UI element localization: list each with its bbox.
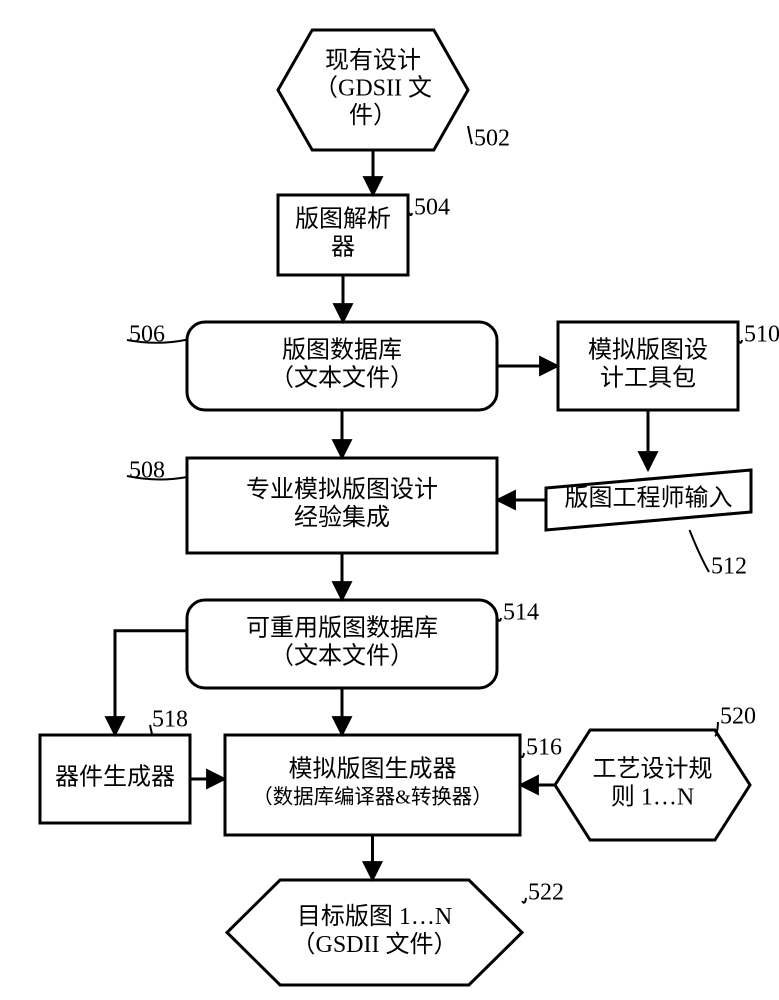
ref-label: 522 (528, 880, 564, 906)
node-text: 工艺设计规 (593, 756, 713, 783)
ref-label: 520 (720, 704, 756, 730)
node-text: （数据库编译器&转换器） (252, 785, 492, 808)
ref-label: 514 (503, 600, 539, 626)
ref-label: 512 (711, 554, 747, 580)
node-text: 计工具包 (600, 364, 696, 391)
node-text: 目标版图 1…N (297, 903, 452, 930)
node-text: 模拟版图生成器 (289, 756, 457, 783)
ref-label: 516 (526, 735, 562, 761)
node-text: （文本文件） (270, 364, 414, 391)
node-text: 经验集成 (294, 504, 390, 531)
node-text: 版图解析 (295, 206, 391, 233)
node-text: 版图数据库 (282, 337, 402, 364)
ref-label: 502 (474, 126, 510, 152)
ref-label: 510 (744, 322, 779, 348)
node-text: 专业模拟版图设计 (246, 476, 438, 503)
node-text: （GDSII 文 (314, 75, 432, 102)
node-text: 现有设计 (325, 47, 421, 74)
node-text: 器件生成器 (55, 764, 175, 791)
node-text: （GSDII 文件） (292, 931, 458, 958)
ref-label: 504 (414, 195, 450, 221)
node-text: 可重用版图数据库 (246, 615, 438, 642)
ref-label: 518 (152, 707, 188, 733)
node-text: 模拟版图设 (588, 337, 708, 364)
node-text: 则 1…N (611, 783, 694, 810)
node-text: （文本文件） (270, 642, 414, 669)
node-text: 件） (349, 102, 397, 129)
node-text: 器 (331, 234, 355, 260)
node-text: 版图工程师输入 (565, 485, 733, 512)
